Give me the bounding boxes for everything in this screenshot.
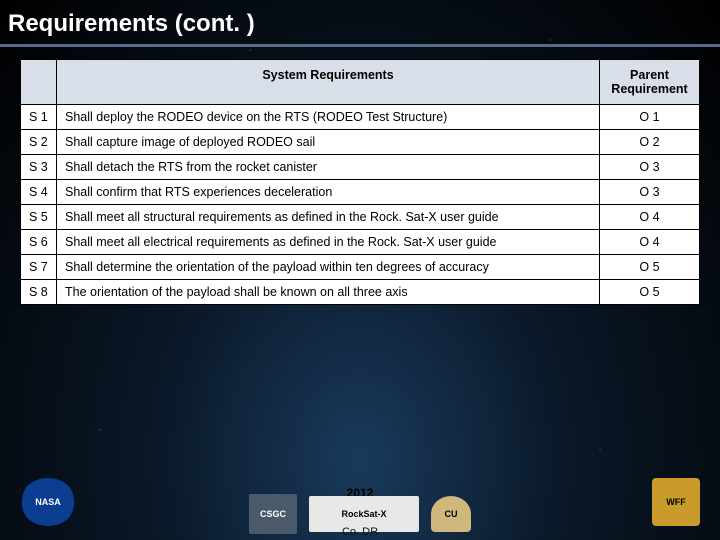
slide-title: Requirements (cont. ) [0, 0, 720, 47]
cell-parent: O 3 [600, 155, 700, 180]
cell-requirement: Shall meet all electrical requirements a… [57, 230, 600, 255]
cell-parent: O 4 [600, 230, 700, 255]
cell-id: S 1 [21, 105, 57, 130]
cell-parent: O 4 [600, 205, 700, 230]
cell-parent: O 3 [600, 180, 700, 205]
cell-id: S 4 [21, 180, 57, 205]
cell-requirement: Shall confirm that RTS experiences decel… [57, 180, 600, 205]
cell-parent: O 5 [600, 255, 700, 280]
cell-requirement: Shall meet all structural requirements a… [57, 205, 600, 230]
cell-requirement: Shall detach the RTS from the rocket can… [57, 155, 600, 180]
header-id [21, 60, 57, 105]
cell-parent: O 5 [600, 280, 700, 305]
codr-label: Co. DR [342, 526, 378, 538]
header-parent: Parent Requirement [600, 60, 700, 105]
cu-logo-icon: CU [431, 496, 471, 532]
header-requirement: System Requirements [57, 60, 600, 105]
cell-parent: O 1 [600, 105, 700, 130]
table-row: S 1Shall deploy the RODEO device on the … [21, 105, 700, 130]
cell-requirement: Shall deploy the RODEO device on the RTS… [57, 105, 600, 130]
cell-requirement: Shall determine the orientation of the p… [57, 255, 600, 280]
cell-id: S 7 [21, 255, 57, 280]
table-row: S 3Shall detach the RTS from the rocket … [21, 155, 700, 180]
table-row: S 6Shall meet all electrical requirement… [21, 230, 700, 255]
cell-id: S 3 [21, 155, 57, 180]
table-row: S 7Shall determine the orientation of th… [21, 255, 700, 280]
cell-id: S 8 [21, 280, 57, 305]
cell-id: S 6 [21, 230, 57, 255]
table-row: S 5Shall meet all structural requirement… [21, 205, 700, 230]
table-row: S 8The orientation of the payload shall … [21, 280, 700, 305]
table-row: S 4Shall confirm that RTS experiences de… [21, 180, 700, 205]
table-header-row: System Requirements Parent Requirement [21, 60, 700, 105]
cell-requirement: Shall capture image of deployed RODEO sa… [57, 130, 600, 155]
nasa-logo-icon: NASA [20, 478, 76, 526]
wff-logo-icon: WFF [652, 478, 700, 526]
cell-parent: O 2 [600, 130, 700, 155]
cell-id: S 2 [21, 130, 57, 155]
requirements-table: System Requirements Parent Requirement S… [20, 59, 700, 305]
table-row: S 2Shall capture image of deployed RODEO… [21, 130, 700, 155]
requirements-table-container: System Requirements Parent Requirement S… [0, 47, 720, 305]
csgc-logo-icon: CSGC [249, 494, 297, 534]
cell-id: S 5 [21, 205, 57, 230]
cell-requirement: The orientation of the payload shall be … [57, 280, 600, 305]
